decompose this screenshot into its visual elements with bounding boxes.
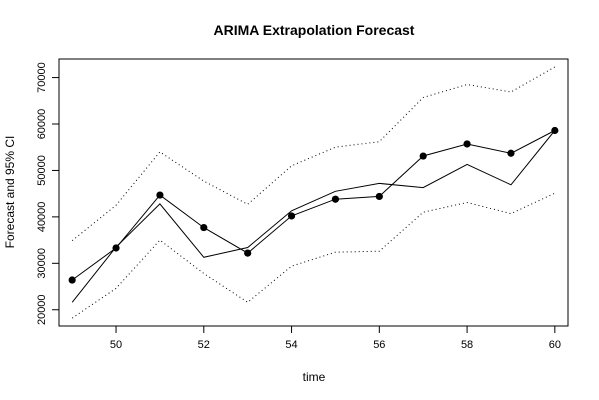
series-forecast-line	[71, 130, 556, 303]
y-tick-label: 30000	[36, 248, 48, 279]
series-lower-95-line	[71, 192, 556, 319]
series-actual-point	[68, 276, 76, 284]
y-axis-label: Forecast and 95% CI	[3, 136, 17, 249]
y-tick-label: 20000	[36, 294, 48, 325]
series-actual-point	[419, 152, 427, 160]
x-tick-label: 54	[285, 339, 297, 351]
y-tick-label: 60000	[36, 109, 48, 140]
series-actual-point	[287, 212, 296, 220]
series-actual-point	[156, 191, 164, 199]
x-axis-label: time	[303, 370, 326, 384]
x-tick-label: 56	[373, 339, 385, 351]
series-actual-point	[463, 140, 471, 148]
x-tick-label: 52	[198, 339, 210, 351]
chart-title: ARIMA Extrapolation Forecast	[214, 22, 415, 38]
x-tick-label: 60	[549, 339, 561, 351]
plot-frame	[58, 58, 569, 327]
series-actual-point	[507, 149, 515, 157]
series-layer	[71, 66, 556, 319]
y-tick-label: 50000	[36, 155, 48, 186]
series-upper-95-line	[71, 66, 556, 241]
x-tick-label: 50	[110, 339, 122, 351]
series-actual-point	[551, 126, 559, 135]
y-tick-label: 40000	[36, 202, 48, 233]
series-actual-point	[112, 244, 120, 252]
series-actual-line	[71, 130, 556, 281]
x-tick-label: 58	[461, 339, 473, 351]
series-actual-point	[244, 249, 252, 257]
series-actual-point	[200, 223, 208, 232]
x-axis: 50 52 54 56 58 60	[110, 326, 561, 351]
series-actual-point	[331, 195, 340, 203]
y-tick-label: 70000	[36, 62, 48, 93]
series-actual-point	[375, 192, 383, 201]
points-layer	[68, 126, 559, 284]
y-axis: 20000 30000 40000 50000 60000 70000	[36, 62, 59, 325]
